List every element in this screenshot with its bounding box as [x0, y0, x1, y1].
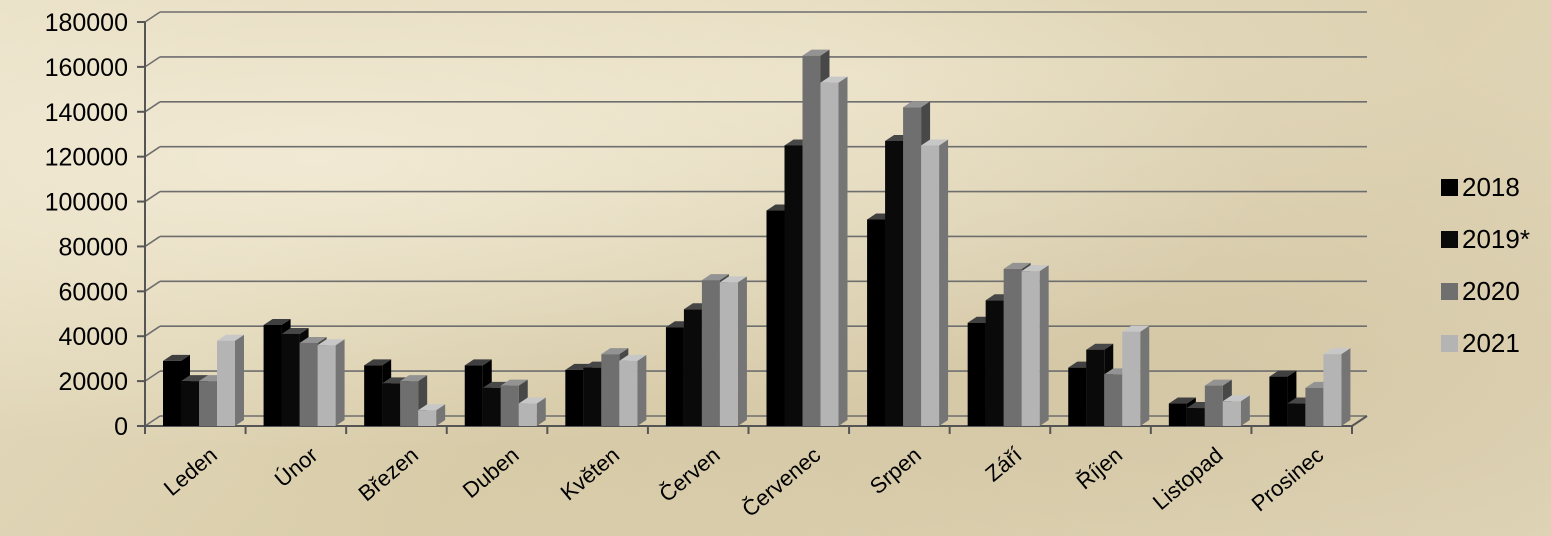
- y-tick-label: 180000: [45, 9, 128, 37]
- bar: [820, 76, 848, 426]
- x-tick-label: Duben: [458, 442, 524, 503]
- legend-label: 2018: [1462, 172, 1520, 202]
- legend-swatch: [1441, 179, 1458, 196]
- legend-label: 2021: [1462, 328, 1520, 358]
- gridline-connector: [144, 11, 161, 23]
- y-tick-label: 60000: [58, 278, 128, 306]
- bar: [1021, 265, 1049, 426]
- bar: [518, 397, 546, 426]
- bars: [163, 49, 1351, 427]
- legend-label: 2020: [1462, 276, 1520, 306]
- y-tick-label: 40000: [58, 323, 128, 351]
- legend-swatch: [1441, 335, 1458, 352]
- y-tick-label: 20000: [58, 368, 128, 396]
- bar: [217, 334, 244, 426]
- gridline-connector: [144, 190, 161, 203]
- legend-label: 2019*: [1462, 224, 1530, 254]
- x-tick-label: Říjen: [1072, 442, 1127, 494]
- y-tick-label: 0: [114, 413, 128, 441]
- x-tick-label: Březen: [354, 442, 423, 506]
- gridline-connector: [144, 325, 161, 337]
- gridline-connector: [144, 280, 161, 292]
- bar: [921, 139, 949, 426]
- x-tick-labels: Leden Únor Březen Duben Květen Červen Červenec…: [159, 442, 1328, 522]
- x-tick-label: Listopad: [1148, 442, 1228, 515]
- x-tick-label: Leden: [159, 442, 222, 500]
- bar: [1222, 395, 1250, 426]
- grid-lines: [144, 11, 1367, 427]
- legend: 2018 2019* 2020 2021: [1441, 172, 1530, 358]
- x-tick-label: Únor: [270, 442, 323, 492]
- bar: [317, 339, 345, 426]
- gridline-connector: [144, 235, 161, 248]
- gridline-connector: [144, 146, 161, 158]
- bar: [1122, 325, 1150, 426]
- y-tick-label: 100000: [45, 189, 128, 217]
- axes: [137, 21, 1368, 434]
- bar: [418, 404, 446, 426]
- gridline-connector: [144, 415, 161, 427]
- legend-swatch: [1441, 283, 1458, 300]
- legend-swatch: [1441, 231, 1458, 248]
- x-tick-label: Prosinec: [1247, 442, 1329, 516]
- y-tick-label: 160000: [45, 54, 128, 82]
- y-tick-labels: 0 20000 40000 60000 80000 100000 120000 140000 1…: [45, 9, 128, 441]
- bar: [1323, 348, 1351, 426]
- y-tick-label: 80000: [58, 233, 128, 261]
- gridline-connector: [144, 56, 161, 68]
- gridline-connector: [144, 101, 161, 113]
- y-tick-label: 120000: [45, 144, 128, 172]
- x-tick-label: Červen: [654, 442, 724, 507]
- gridline-connector: [144, 370, 161, 382]
- x-tick-label: Červenec: [737, 442, 825, 522]
- bar: [619, 354, 647, 426]
- x-tick-label: Září: [980, 442, 1026, 486]
- floor-edge: [1351, 415, 1368, 427]
- y-tick-label: 140000: [45, 99, 128, 127]
- bar: [719, 276, 747, 426]
- x-tick-label: Květen: [556, 442, 625, 505]
- x-tick-label: Srpen: [865, 442, 926, 499]
